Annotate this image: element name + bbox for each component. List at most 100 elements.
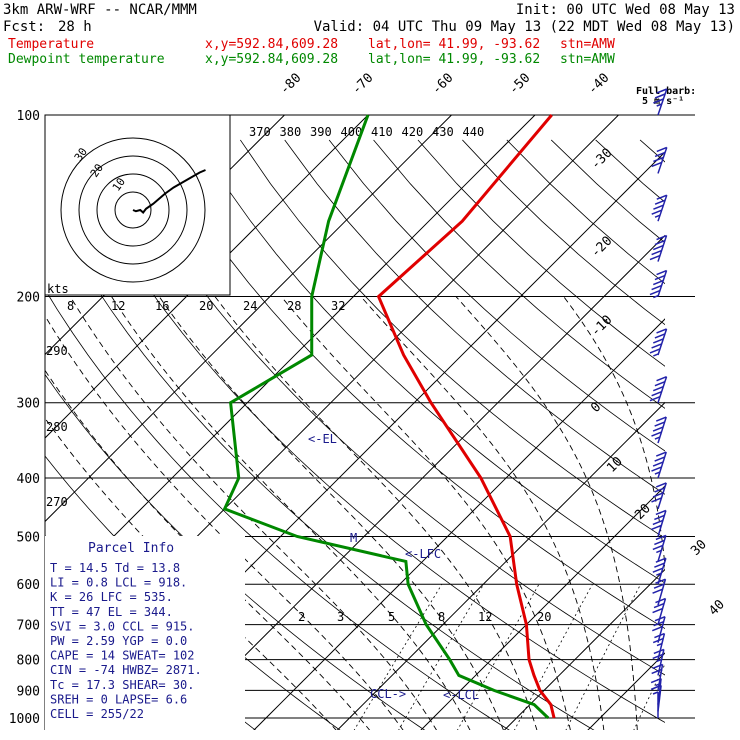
isotherm-label: -10	[588, 313, 615, 340]
wind-barb	[649, 269, 668, 299]
barb-staff	[657, 598, 667, 625]
valid-time: Valid: 04 UTC Thu 09 May 13 (22 MDT Wed …	[314, 19, 735, 35]
isotherm-label: -50	[506, 71, 533, 98]
barb-flag	[654, 199, 666, 205]
temperature-latlon: lat,lon= 41.99, -93.62	[368, 37, 540, 52]
theta-label: 390	[310, 125, 332, 139]
temperature-xy: x,y=592.84,609.28	[205, 37, 338, 52]
barb-flag	[652, 338, 664, 344]
fcst-hours: 28 h	[58, 19, 92, 35]
init-time: Init: 00 UTC Wed 08 May 13	[516, 2, 735, 18]
dry-adiabat	[106, 139, 665, 676]
dry-adiabat	[550, 139, 665, 244]
parcel-info-row: TT = 47 EL = 344.	[50, 605, 173, 619]
pressure-label: 700	[17, 619, 40, 634]
theta-axis-label: 290	[46, 344, 68, 358]
barb-half	[654, 436, 661, 440]
barb-staff	[657, 328, 668, 356]
barb-flag	[651, 209, 662, 215]
hodograph: 10 20 30 kts	[44, 114, 231, 296]
barb-staff	[657, 510, 667, 537]
mixing-ratio-label: 8	[438, 610, 445, 624]
pressure-label: 900	[17, 684, 40, 699]
barb-flag	[652, 244, 664, 251]
isotherm-label: -40	[585, 71, 612, 98]
barb-flag	[656, 88, 668, 94]
hodograph-speed-label: 20	[199, 299, 213, 313]
hodograph-ring-label: 30	[72, 145, 90, 163]
temperature-stn: stn=AMW	[560, 37, 615, 52]
parcel-info-row: SREH = 0 LAPSE= 6.6	[50, 692, 187, 706]
barb-half	[656, 572, 662, 576]
hodograph-speed-label: 16	[155, 299, 169, 313]
barb-flag	[654, 562, 665, 568]
isotherm	[336, 401, 665, 730]
mixing-ratio-label: 2	[298, 610, 305, 624]
barb-staff	[657, 685, 662, 712]
barb-flag	[654, 539, 665, 546]
moist-adiabat	[563, 296, 665, 571]
parcel-info-row: PW = 2.59 YGP = 0.0	[50, 634, 187, 648]
barb-half	[656, 658, 662, 663]
dry-adiabat	[62, 139, 665, 723]
barb-staff	[657, 678, 662, 705]
moist-adiabat	[214, 296, 538, 730]
dry-adiabat	[729, 140, 740, 731]
mixing-ratio-line	[633, 663, 665, 730]
dry-adiabat	[506, 139, 665, 285]
mixing-ratio-line	[353, 584, 443, 730]
barb-flag	[653, 602, 665, 609]
ccl-marker: CCL->	[370, 687, 406, 701]
barb-staff	[657, 535, 667, 562]
moist-adiabat	[111, 296, 471, 730]
moist-adiabat	[670, 297, 711, 731]
dry-adiabat	[462, 139, 665, 326]
barb-flag	[652, 386, 664, 392]
barb-flag	[656, 376, 667, 382]
theta-label: 430	[432, 125, 454, 139]
mixing-ratio-label: 20	[537, 610, 551, 624]
barb-flag	[656, 234, 667, 241]
lfc-marker: <-LFC	[405, 547, 441, 561]
pressure-label: 400	[17, 472, 40, 487]
hodograph-speed-label: 32	[331, 299, 345, 313]
isotherm	[420, 485, 665, 730]
barb-flag	[654, 381, 666, 387]
barb-flag	[654, 456, 665, 462]
wind-barb	[649, 328, 668, 357]
hodograph-units: kts	[47, 282, 69, 296]
barb-flag	[652, 461, 664, 467]
barb-half	[656, 103, 662, 107]
mixing-ratio-line	[398, 584, 485, 730]
dewpoint-profile	[222, 114, 550, 720]
isotherm-label: 20	[632, 501, 654, 523]
barb-flag	[651, 431, 662, 437]
parcel-info-box: Parcel Info T = 14.5 Td = 13.8LI = 0.8 L…	[45, 536, 245, 730]
wind-barb	[649, 234, 668, 262]
barb-flag	[654, 239, 666, 246]
barb-staff	[657, 376, 668, 403]
isotherm-label: 40	[706, 597, 728, 619]
wind-barb	[652, 578, 667, 606]
barb-staff	[657, 451, 667, 479]
barb-flag	[651, 391, 662, 397]
theta-label: 440	[463, 125, 485, 139]
pressure-label: 200	[17, 291, 40, 306]
parcel-info-row: CELL = 255/22	[50, 707, 144, 721]
temperature-profile	[376, 114, 556, 719]
hodograph-ring	[60, 137, 206, 283]
dry-adiabat	[195, 139, 665, 584]
moist-adiabat	[280, 296, 571, 730]
dry-adiabat	[684, 140, 740, 731]
theta-label: 410	[371, 125, 393, 139]
barb-flag	[652, 519, 664, 526]
barb-flag	[654, 421, 665, 427]
hodograph-trace	[132, 169, 206, 214]
dry-adiabat	[328, 139, 665, 452]
hodograph-ring	[96, 173, 170, 247]
dry-adiabat	[417, 139, 665, 367]
barb-flag	[649, 254, 661, 261]
barb-flag	[651, 249, 662, 256]
wind-barb	[649, 376, 668, 403]
moist-adiabat	[158, 296, 504, 730]
